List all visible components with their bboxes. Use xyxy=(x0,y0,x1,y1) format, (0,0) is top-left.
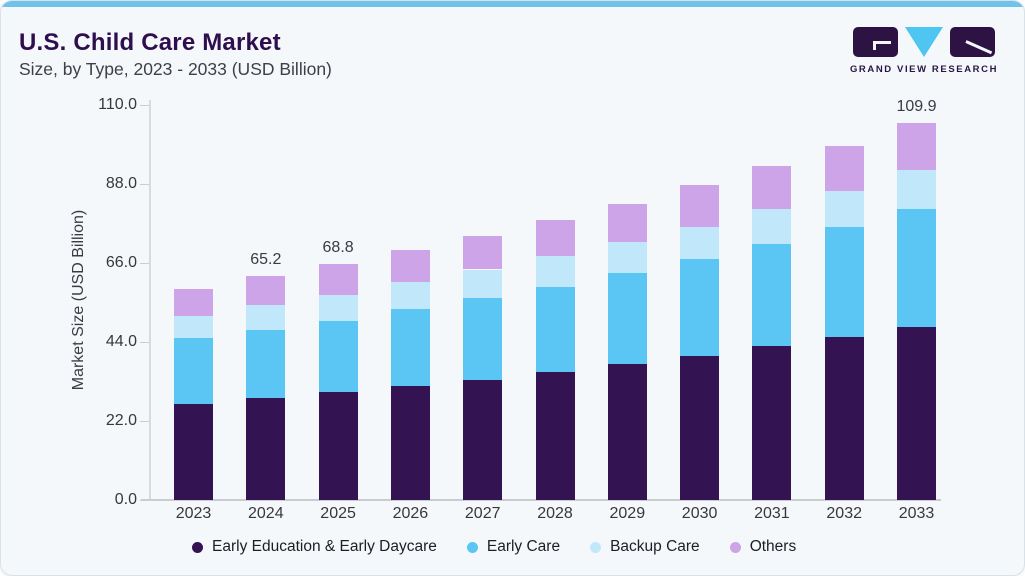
bar-segment xyxy=(535,256,575,287)
bar-segment xyxy=(174,289,213,317)
legend-dot-icon xyxy=(466,541,478,553)
y-tick-mark xyxy=(140,420,149,422)
legend-label: Others xyxy=(749,538,797,555)
bar-segment xyxy=(752,208,792,244)
bar-total-label: 109.9 xyxy=(896,98,937,116)
logo-r-block xyxy=(950,27,995,57)
legend-item: Early Care xyxy=(466,538,561,556)
bar-segment xyxy=(824,337,864,500)
y-tick-mark xyxy=(140,341,149,343)
bar-segment xyxy=(607,241,647,273)
bar-segment xyxy=(390,385,430,500)
legend-label: Backup Care xyxy=(610,538,700,555)
x-axis-label: 2027 xyxy=(464,505,501,522)
bar-segment xyxy=(390,282,430,309)
brand-name: GRAND VIEW RESEARCH xyxy=(849,64,999,75)
y-tick-mark xyxy=(140,262,149,264)
x-axis-label: 2032 xyxy=(826,505,862,522)
x-axis-label: 2029 xyxy=(609,505,646,522)
bar-segment xyxy=(246,329,286,399)
y-axis-line xyxy=(149,100,151,500)
bar-segment xyxy=(246,276,286,305)
bar-segment xyxy=(752,166,792,209)
bar-segment xyxy=(463,379,503,500)
bar-segment xyxy=(897,169,936,210)
y-tick-mark xyxy=(140,104,149,106)
bar-segment xyxy=(607,272,647,365)
bar-segment xyxy=(318,391,358,500)
bar-segment xyxy=(390,308,430,386)
y-tick-label: 88.0 xyxy=(105,175,137,192)
bar-segment xyxy=(607,203,647,242)
bar-segment xyxy=(463,269,503,298)
y-tick-mark xyxy=(140,183,149,185)
y-tick-label: 0.0 xyxy=(114,491,137,508)
y-tick-label: 110.0 xyxy=(98,96,137,113)
bar-segment xyxy=(318,294,358,321)
bar-total-label: 68.8 xyxy=(322,239,354,257)
bar-segment xyxy=(680,185,720,227)
legend-dot-icon xyxy=(729,541,741,553)
bar-segment xyxy=(318,320,358,392)
bar-segment xyxy=(824,145,864,191)
x-axis-label: 2030 xyxy=(681,505,718,522)
gvr-logo-icon xyxy=(848,27,1000,59)
x-axis-label: 2023 xyxy=(175,505,212,522)
bar-segment xyxy=(390,250,430,283)
legend-item: Backup Care xyxy=(590,538,700,556)
legend-label: Early Education & Early Daycare xyxy=(212,538,437,555)
x-axis-label: 2025 xyxy=(320,505,356,522)
y-tick-label: 66.0 xyxy=(105,254,137,271)
bar-segment xyxy=(535,219,575,257)
legend-dot-icon xyxy=(590,541,602,553)
x-axis-label: 2026 xyxy=(392,505,429,522)
page-title: U.S. Child Care Market xyxy=(19,29,281,56)
bar-segment xyxy=(535,286,575,373)
x-axis-line xyxy=(141,499,941,501)
bar-segment xyxy=(897,123,936,170)
bar-segment xyxy=(680,355,720,500)
bar-segment xyxy=(174,403,213,500)
logo-v-triangle xyxy=(905,27,943,57)
bar-segment xyxy=(680,259,720,356)
bar-segment xyxy=(535,372,575,500)
bar-total-label: 65.2 xyxy=(250,251,282,269)
page-subtitle: Size, by Type, 2023 - 2033 (USD Billion) xyxy=(19,59,332,79)
bar-segment xyxy=(318,264,358,295)
legend-item: Others xyxy=(729,538,797,556)
brand-logo: GRAND VIEW RESEARCH xyxy=(848,27,1000,75)
bar-segment xyxy=(897,326,936,500)
x-axis-label: 2033 xyxy=(898,505,935,522)
y-tick-label: 22.0 xyxy=(105,412,137,429)
x-axis-label: 2024 xyxy=(248,505,284,522)
y-axis-title: Market Size (USD Billion) xyxy=(70,209,87,391)
bar-segment xyxy=(824,227,864,338)
bar-segment xyxy=(607,364,647,500)
chart-legend: Early Education & Early Daycare Early Car… xyxy=(192,538,796,556)
top-accent-bar xyxy=(1,1,1024,7)
x-axis-label: 2031 xyxy=(754,505,790,522)
bar-segment xyxy=(463,297,503,380)
bar-segment xyxy=(752,243,792,347)
bar-segment xyxy=(174,338,213,404)
logo-g-block xyxy=(853,27,898,57)
bar-segment xyxy=(752,346,792,500)
bar-segment xyxy=(246,398,286,500)
y-tick-label: 44.0 xyxy=(105,333,137,350)
x-axis-label: 2028 xyxy=(537,505,573,522)
bar-segment xyxy=(174,316,213,339)
bar-segment xyxy=(897,209,936,327)
bar-segment xyxy=(824,190,864,228)
bar-segment xyxy=(463,236,503,270)
legend-item: Early Education & Early Daycare xyxy=(192,538,437,556)
bar-segment xyxy=(246,304,286,330)
legend-label: Early Care xyxy=(486,538,561,555)
bar-segment xyxy=(680,226,720,260)
legend-dot-icon xyxy=(192,541,203,553)
y-tick-mark xyxy=(140,499,149,501)
